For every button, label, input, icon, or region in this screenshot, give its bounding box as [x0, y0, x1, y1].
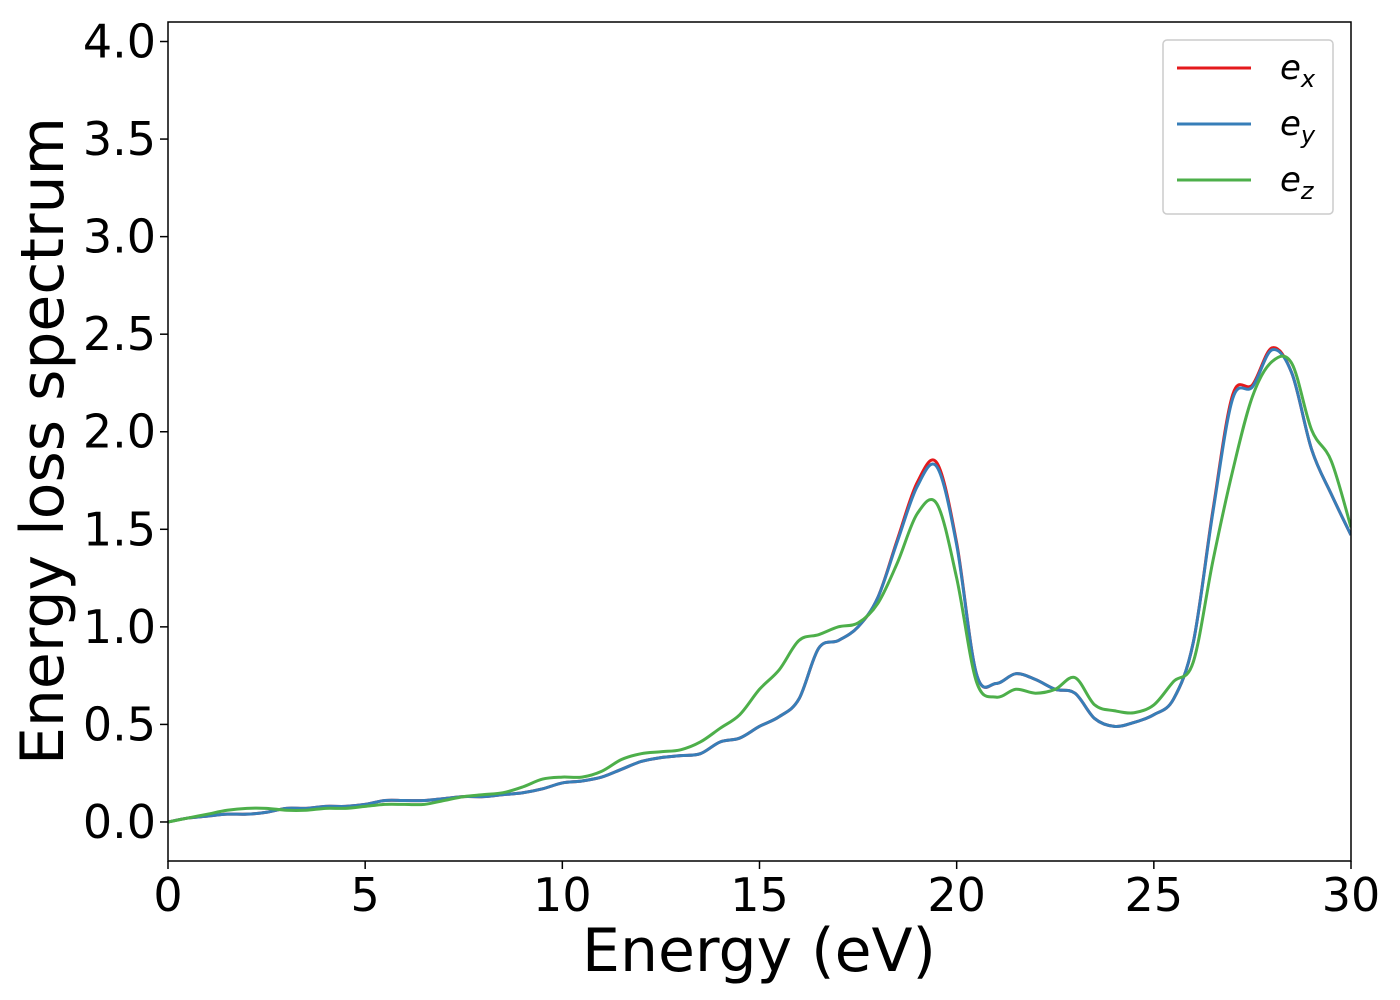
y-axis-title: Energy loss spectrum	[8, 117, 78, 765]
y-tick-label: 0.5	[83, 697, 156, 751]
y-tick-label: 4.0	[83, 15, 156, 69]
series-line-x	[168, 346, 1351, 824]
series-layer	[168, 346, 1351, 824]
y-tick-label: 3.5	[83, 112, 156, 166]
x-tick-label: 25	[1125, 868, 1184, 922]
y-tick-label: 1.0	[83, 600, 156, 654]
legend-box	[1162, 39, 1334, 215]
legend-label-subscript: z	[1300, 177, 1315, 205]
y-tick-label: 3.0	[83, 210, 156, 264]
series-line-z	[168, 354, 1351, 824]
y-tick-label: 2.5	[83, 307, 156, 361]
legend-label-subscript: y	[1300, 121, 1316, 149]
legend-label-base: e	[1280, 160, 1301, 200]
y-tick-label: 1.5	[83, 502, 156, 556]
x-tick-label: 0	[153, 868, 182, 922]
x-axis: 0 5 10 15 20 25 30	[153, 861, 1380, 922]
x-tick-label: 5	[351, 868, 380, 922]
legend-label-base: e	[1280, 48, 1301, 88]
legend-label-z: ez	[1280, 160, 1315, 205]
x-tick-label: 10	[533, 868, 592, 922]
y-tick-label: 0.0	[83, 795, 156, 849]
x-tick-label: 15	[730, 868, 789, 922]
legend-label-x: ex	[1280, 48, 1316, 93]
x-tick-label: 30	[1322, 868, 1381, 922]
legend-label-subscript: x	[1300, 65, 1316, 93]
legend-label-y: ey	[1280, 104, 1316, 149]
x-axis-title: Energy (eV)	[582, 916, 936, 986]
x-tick-label: 20	[927, 868, 986, 922]
y-axis: 0.0 0.5 1.0 1.5 2.0 2.5 3.0 3.5 4.0	[83, 15, 168, 849]
series-line-y	[168, 347, 1351, 824]
legend-label-base: e	[1280, 104, 1301, 144]
y-tick-label: 2.0	[83, 405, 156, 459]
